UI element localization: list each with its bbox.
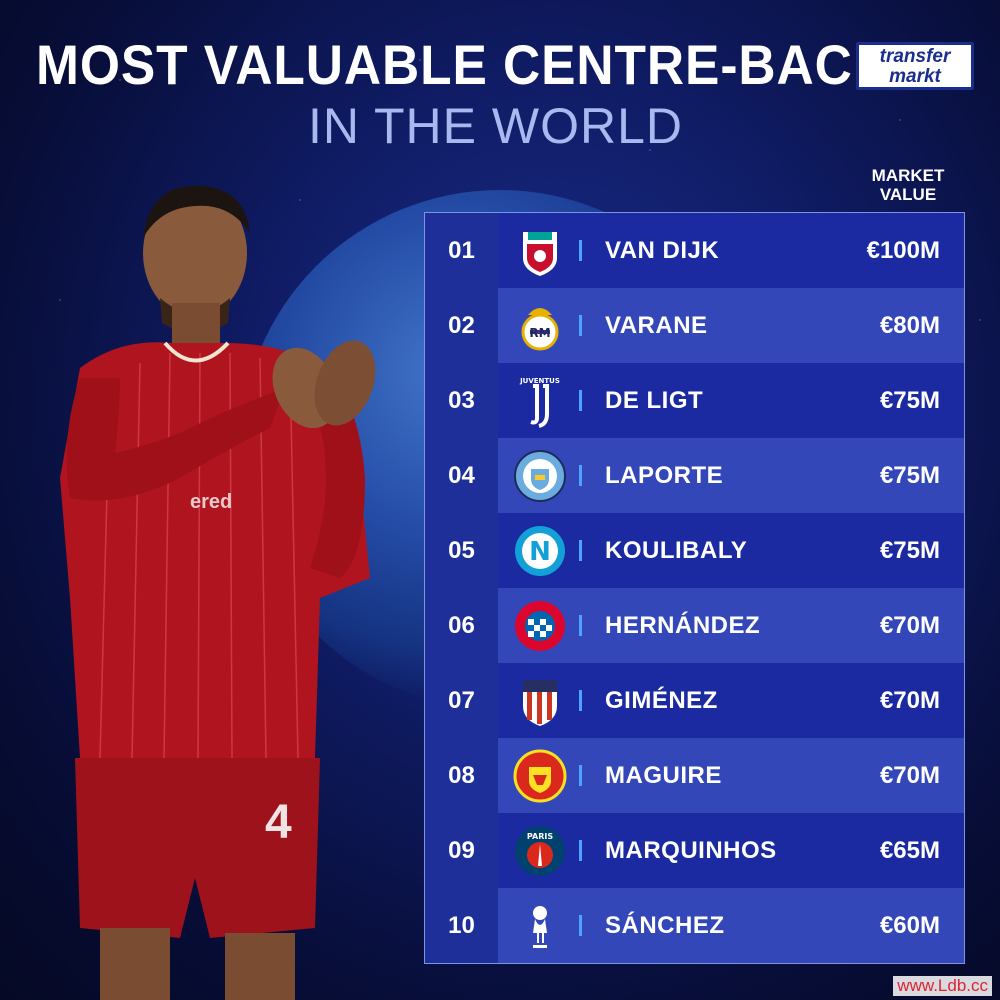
rank-cell bbox=[425, 888, 498, 963]
rank-label: 01 bbox=[448, 237, 475, 264]
shirt-number: 4 bbox=[265, 796, 292, 849]
rank-label: 02 bbox=[448, 312, 475, 339]
manchester-city-crest-icon bbox=[514, 450, 566, 502]
market-value-label: €100M bbox=[866, 237, 940, 264]
rank-cell bbox=[425, 738, 498, 813]
market-value-label: €80M bbox=[879, 312, 940, 339]
market-value-label: €70M bbox=[879, 687, 940, 714]
player-cell bbox=[498, 513, 964, 588]
player-name: VAN DIJK bbox=[605, 237, 720, 264]
player-name: MAGUIRE bbox=[605, 762, 722, 789]
market-value-label: €70M bbox=[879, 612, 940, 639]
table-row: 01 VAN DIJK €100M bbox=[425, 213, 964, 288]
market-value-label: €70M bbox=[879, 762, 940, 789]
rank-cell bbox=[425, 663, 498, 738]
svg-text:RM: RM bbox=[529, 326, 550, 340]
watermark: www.Ldb.cc bbox=[893, 976, 992, 996]
rank-label: 05 bbox=[448, 537, 475, 564]
table-row: 06 HERNÁNDEZ €70M bbox=[425, 588, 964, 663]
player-name: KOULIBALY bbox=[605, 537, 748, 564]
player-name: SÁNCHEZ bbox=[605, 912, 725, 939]
rank-cell bbox=[425, 588, 498, 663]
market-value-label: €65M bbox=[879, 837, 940, 864]
row-separator bbox=[579, 615, 582, 636]
market-value-label: €75M bbox=[879, 462, 940, 489]
row-separator bbox=[579, 465, 582, 486]
row-separator bbox=[579, 240, 582, 261]
table-row: 05 N KOULIBALY €75M bbox=[425, 513, 964, 588]
market-value-label: €75M bbox=[879, 537, 940, 564]
rank-cell bbox=[425, 813, 498, 888]
player-cell bbox=[498, 363, 964, 438]
row-separator bbox=[579, 765, 582, 786]
row-separator bbox=[579, 690, 582, 711]
player-cell bbox=[498, 213, 964, 288]
player-name: GIMÉNEZ bbox=[605, 687, 718, 714]
player-cell bbox=[498, 888, 964, 963]
atletico-madrid-crest-icon bbox=[523, 680, 557, 726]
logo-line-1: transfer bbox=[879, 46, 951, 67]
row-separator bbox=[579, 840, 582, 861]
market-value-label: €60M bbox=[879, 912, 940, 939]
napoli-crest-icon: N bbox=[515, 526, 565, 576]
real-madrid-crest-icon: RM bbox=[521, 308, 559, 351]
table-row: 02 RM VARANE €80M bbox=[425, 288, 964, 363]
player-cell bbox=[498, 813, 964, 888]
psg-crest-icon: PARIS bbox=[515, 826, 565, 876]
rank-label: 10 bbox=[448, 912, 475, 939]
rank-label: 06 bbox=[448, 612, 475, 639]
rank-cell bbox=[425, 363, 498, 438]
player-cell bbox=[498, 663, 964, 738]
svg-text:JUVENTUS: JUVENTUS bbox=[519, 377, 560, 385]
manchester-united-crest-icon bbox=[513, 749, 567, 803]
page-title: MOST VALUABLE CENTRE-BACKS bbox=[36, 33, 927, 96]
bayern-munich-crest-icon bbox=[515, 601, 565, 651]
table-row: 08 MAGUIRE €70M bbox=[425, 738, 964, 813]
row-separator bbox=[579, 540, 582, 561]
rank-cell bbox=[425, 213, 498, 288]
tottenham-crest-icon bbox=[533, 906, 547, 948]
table-row: 03 JUVENTUS DE LIGT €75M bbox=[425, 363, 964, 438]
liverpool-crest-icon bbox=[523, 232, 557, 276]
svg-text:PARIS: PARIS bbox=[527, 832, 553, 841]
player-name: MARQUINHOS bbox=[605, 837, 777, 864]
rank-cell bbox=[425, 438, 498, 513]
player-cell bbox=[498, 738, 964, 813]
player-cell bbox=[498, 438, 964, 513]
page-subtitle: IN THE WORLD bbox=[308, 98, 683, 154]
rank-label: 03 bbox=[448, 387, 475, 414]
player-cell bbox=[498, 288, 964, 363]
player-cell bbox=[498, 588, 964, 663]
rank-label: 04 bbox=[448, 462, 475, 489]
table-row: 07 GIMÉNEZ €70M bbox=[425, 663, 964, 738]
juventus-crest-icon: JUVENTUS bbox=[519, 377, 560, 428]
svg-text:ered: ered bbox=[190, 491, 232, 513]
player-name: HERNÁNDEZ bbox=[605, 612, 761, 639]
rank-cell bbox=[425, 288, 498, 363]
rank-label: 07 bbox=[448, 687, 475, 714]
market-value-label: €75M bbox=[879, 387, 940, 414]
transfermarkt-logo: transfer markt bbox=[856, 42, 974, 90]
table-row: 10 SÁNCHEZ €60M bbox=[425, 888, 964, 963]
row-separator bbox=[579, 315, 582, 336]
rank-cell bbox=[425, 513, 498, 588]
market-value-header: MARKET VALUE bbox=[862, 166, 954, 204]
market-value-table: 01 VAN DIJK €100M 02 RM VARANE €80M 03 JUVENTUS D… bbox=[424, 212, 965, 964]
row-separator bbox=[579, 390, 582, 411]
row-separator bbox=[579, 915, 582, 936]
market-value-header-line-1: MARKET bbox=[871, 166, 945, 185]
rank-label: 08 bbox=[448, 762, 475, 789]
svg-text:N: N bbox=[529, 537, 551, 567]
logo-line-2: markt bbox=[889, 66, 941, 87]
footballer-photo: ered 4 bbox=[60, 185, 376, 1000]
rank-label: 09 bbox=[448, 837, 475, 864]
table-row: 09 PARIS MARQUINHOS €65M bbox=[425, 813, 964, 888]
table-row: 04 LAPORTE €75M bbox=[425, 438, 964, 513]
player-name: LAPORTE bbox=[605, 462, 724, 489]
player-name: DE LIGT bbox=[605, 387, 704, 414]
player-name: VARANE bbox=[605, 312, 708, 339]
market-value-header-line-2: VALUE bbox=[879, 185, 937, 204]
